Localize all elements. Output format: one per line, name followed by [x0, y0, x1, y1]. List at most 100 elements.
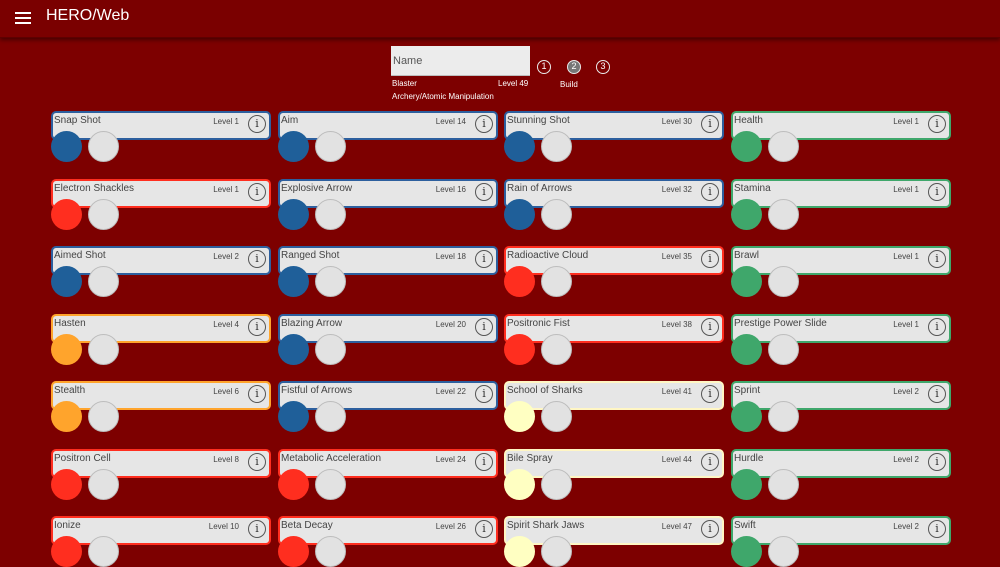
enhancement-slot[interactable] [768, 131, 799, 162]
enhancement-slot[interactable] [88, 469, 119, 500]
info-icon[interactable]: i [248, 115, 266, 133]
power-card[interactable]: Ionize Level 10 i [51, 516, 271, 545]
power-card[interactable]: Stamina Level 1 i [731, 179, 951, 208]
power-card[interactable]: Bile Spray Level 44 i [504, 449, 724, 478]
power-card[interactable]: Swift Level 2 i [731, 516, 951, 545]
power-card[interactable]: Ranged Shot Level 18 i [278, 246, 498, 275]
info-icon[interactable]: i [475, 318, 493, 336]
info-icon[interactable]: i [475, 115, 493, 133]
power-name: Stunning Shot [507, 115, 570, 126]
power-color-slot [731, 469, 762, 500]
power-card[interactable]: Aimed Shot Level 2 i [51, 246, 271, 275]
info-icon[interactable]: i [928, 250, 946, 268]
menu-icon[interactable] [15, 12, 31, 24]
info-icon[interactable]: i [475, 385, 493, 403]
enhancement-slot[interactable] [315, 334, 346, 365]
power-card[interactable]: Health Level 1 i [731, 111, 951, 140]
power-name: Spirit Shark Jaws [507, 520, 585, 531]
name-input[interactable] [391, 46, 530, 76]
info-icon[interactable]: i [248, 453, 266, 471]
info-icon[interactable]: i [248, 520, 266, 538]
info-icon[interactable]: i [928, 115, 946, 133]
enhancement-slot[interactable] [315, 131, 346, 162]
power-card[interactable]: Spirit Shark Jaws Level 47 i [504, 516, 724, 545]
power-card[interactable]: Fistful of Arrows Level 22 i [278, 381, 498, 410]
enhancement-slot[interactable] [88, 199, 119, 230]
info-icon[interactable]: i [248, 250, 266, 268]
power-card[interactable]: Snap Shot Level 1 i [51, 111, 271, 140]
enhancement-slot[interactable] [541, 469, 572, 500]
enhancement-slot[interactable] [315, 266, 346, 297]
info-icon[interactable]: i [248, 318, 266, 336]
enhancement-slot[interactable] [768, 266, 799, 297]
info-icon[interactable]: i [701, 115, 719, 133]
enhancement-slot[interactable] [768, 469, 799, 500]
power-level: Level 22 [435, 387, 466, 396]
power-card[interactable]: Stealth Level 6 i [51, 381, 271, 410]
power-card[interactable]: Aim Level 14 i [278, 111, 498, 140]
power-card[interactable]: Hasten Level 4 i [51, 314, 271, 343]
info-icon[interactable]: i [701, 520, 719, 538]
info-icon[interactable]: i [928, 318, 946, 336]
power-card[interactable]: Metabolic Acceleration Level 24 i [278, 449, 498, 478]
enhancement-slot[interactable] [768, 334, 799, 365]
powersets-label: Archery/Atomic Manipulation [392, 92, 494, 101]
info-icon[interactable]: i [928, 183, 946, 201]
power-card[interactable]: Positronic Fist Level 38 i [504, 314, 724, 343]
power-name: Health [734, 115, 763, 126]
power-level: Level 1 [213, 117, 239, 126]
enhancement-slot[interactable] [768, 199, 799, 230]
info-icon[interactable]: i [475, 520, 493, 538]
info-icon[interactable]: i [701, 318, 719, 336]
enhancement-slot[interactable] [88, 266, 119, 297]
info-icon[interactable]: i [475, 183, 493, 201]
info-icon[interactable]: i [928, 385, 946, 403]
power-name: Snap Shot [54, 115, 101, 126]
enhancement-slot[interactable] [768, 401, 799, 432]
build-2-button[interactable]: 2 [567, 60, 581, 74]
info-icon[interactable]: i [928, 453, 946, 471]
enhancement-slot[interactable] [315, 401, 346, 432]
info-icon[interactable]: i [248, 385, 266, 403]
power-card[interactable]: Stunning Shot Level 30 i [504, 111, 724, 140]
enhancement-slot[interactable] [315, 199, 346, 230]
power-color-slot [278, 131, 309, 162]
power-card[interactable]: School of Sharks Level 41 i [504, 381, 724, 410]
info-icon[interactable]: i [701, 183, 719, 201]
enhancement-slot[interactable] [541, 401, 572, 432]
power-card[interactable]: Sprint Level 2 i [731, 381, 951, 410]
power-card[interactable]: Beta Decay Level 26 i [278, 516, 498, 545]
enhancement-slot[interactable] [541, 131, 572, 162]
power-level: Level 26 [435, 522, 466, 531]
power-name: Positronic Fist [507, 318, 570, 329]
power-card[interactable]: Blazing Arrow Level 20 i [278, 314, 498, 343]
power-card[interactable]: Brawl Level 1 i [731, 246, 951, 275]
build-3-button[interactable]: 3 [596, 60, 610, 74]
enhancement-slot[interactable] [541, 266, 572, 297]
info-icon[interactable]: i [475, 453, 493, 471]
info-icon[interactable]: i [928, 520, 946, 538]
info-icon[interactable]: i [248, 183, 266, 201]
power-card[interactable]: Explosive Arrow Level 16 i [278, 179, 498, 208]
enhancement-slot[interactable] [315, 469, 346, 500]
power-card[interactable]: Electron Shackles Level 1 i [51, 179, 271, 208]
power-card[interactable]: Rain of Arrows Level 32 i [504, 179, 724, 208]
enhancement-slot[interactable] [88, 401, 119, 432]
power-level: Level 1 [893, 185, 919, 194]
enhancement-slot[interactable] [88, 131, 119, 162]
power-name: Fistful of Arrows [281, 385, 353, 396]
build-1-button[interactable]: 1 [537, 60, 551, 74]
info-icon[interactable]: i [701, 250, 719, 268]
power-card[interactable]: Hurdle Level 2 i [731, 449, 951, 478]
power-card[interactable]: Positron Cell Level 8 i [51, 449, 271, 478]
info-icon[interactable]: i [475, 250, 493, 268]
info-icon[interactable]: i [701, 453, 719, 471]
power-card[interactable]: Radioactive Cloud Level 35 i [504, 246, 724, 275]
info-icon[interactable]: i [701, 385, 719, 403]
power-level: Level 16 [435, 185, 466, 194]
power-card[interactable]: Prestige Power Slide Level 1 i [731, 314, 951, 343]
power-level: Level 1 [893, 252, 919, 261]
enhancement-slot[interactable] [541, 334, 572, 365]
enhancement-slot[interactable] [88, 334, 119, 365]
enhancement-slot[interactable] [541, 199, 572, 230]
